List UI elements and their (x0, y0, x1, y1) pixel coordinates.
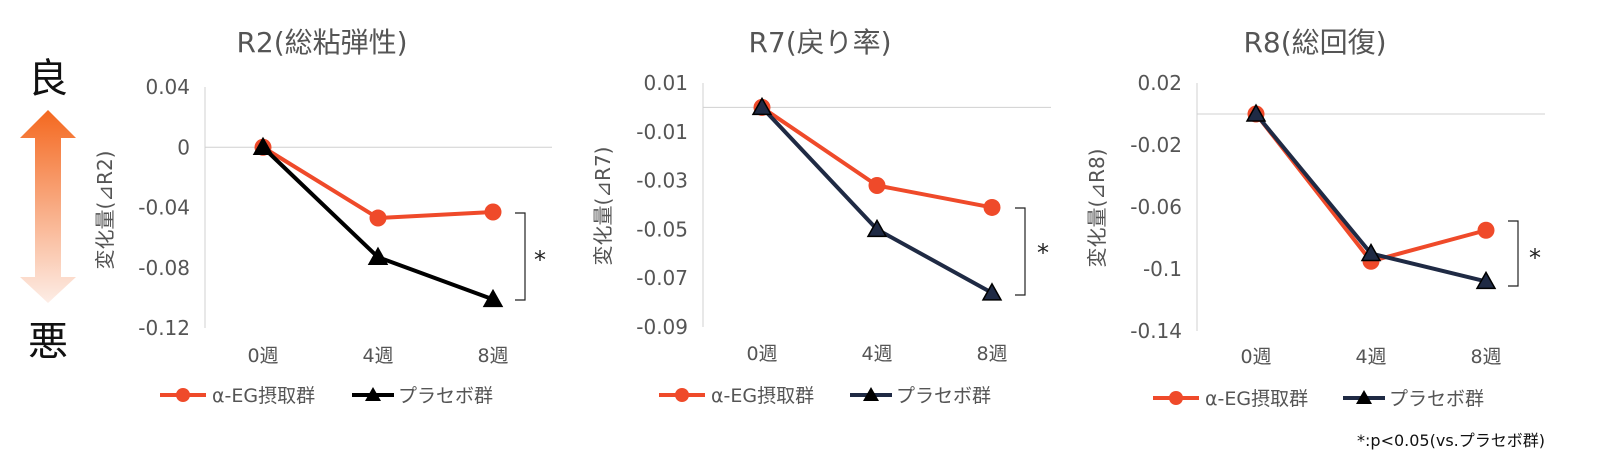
y-tick-label: 0 (177, 135, 190, 159)
legend-placebo-label: プラセボ群 (1389, 388, 1484, 410)
y-tick-label: -0.06 (1130, 195, 1182, 219)
x-tick-label: 0週 (1240, 346, 1271, 368)
y-tick-label: -0.12 (138, 316, 190, 340)
placebo-point (482, 288, 504, 308)
legend-alpha-marker (1169, 391, 1183, 405)
significance-bracket (1015, 207, 1026, 296)
placebo-point (1360, 242, 1382, 262)
y-tick-label: -0.02 (1130, 133, 1182, 157)
y-tick-label: 0.01 (643, 71, 688, 95)
y-tick-label: -0.03 (636, 169, 688, 193)
alpha-point (983, 198, 1001, 216)
legend-placebo-marker (365, 387, 381, 401)
y-tick-label: 0.04 (145, 75, 190, 99)
y-tick-label: -0.07 (636, 266, 688, 290)
y-axis-label: 変化量(⊿R8) (1085, 149, 1109, 268)
significance-star: * (1529, 244, 1541, 272)
chart-2: R7(戻り率) 0.01 -0.01 -0.03 -0.05 -0.07 -0.09 変化量(… (591, 26, 1051, 407)
alpha-series-line (1254, 112, 1487, 264)
placebo-point (751, 96, 773, 116)
chart-title: R8(総回復) (1243, 26, 1386, 59)
placebo-point (367, 246, 389, 265)
y-tick-label: -0.08 (138, 256, 190, 280)
placebo-point (252, 136, 274, 155)
bad-label: 悪 (28, 319, 68, 365)
significance-bracket (515, 212, 526, 301)
legend-placebo-label: プラセボ群 (896, 385, 991, 407)
significance-bracket (1508, 220, 1519, 287)
good-bad-arrow (20, 110, 76, 303)
x-tick-label: 8週 (976, 343, 1007, 365)
placebo-point (1245, 103, 1267, 122)
significance-star: * (1037, 239, 1049, 267)
significance-star: * (534, 246, 546, 274)
legend-alpha-marker (675, 388, 689, 402)
alpha-point (369, 209, 387, 227)
x-tick-label: 8週 (1470, 346, 1501, 368)
legend-placebo-marker (863, 387, 879, 401)
alpha-point (1477, 221, 1495, 239)
x-tick-label: 0週 (746, 343, 777, 365)
placebo-point (1475, 270, 1497, 290)
placebo-point (866, 218, 888, 238)
y-tick-label: -0.01 (636, 120, 688, 144)
good-label: 良 (28, 56, 68, 102)
y-tick-label: -0.14 (1130, 319, 1182, 343)
chart-title: R2(総粘弾性) (236, 26, 407, 59)
y-tick-label: -0.05 (636, 217, 688, 241)
alpha-point (484, 203, 502, 221)
legend-placebo-marker (1356, 390, 1372, 404)
legend-alpha-label: α-EG摂取群 (212, 385, 315, 407)
x-tick-label: 8週 (477, 345, 508, 367)
x-tick-label: 4週 (861, 343, 892, 365)
legend-alpha-label: α-EG摂取群 (1205, 388, 1308, 410)
y-tick-label: -0.09 (636, 315, 688, 339)
y-tick-label: 0.02 (1137, 71, 1182, 95)
y-axis-label: 変化量(⊿R2) (93, 151, 117, 270)
legend-alpha-label: α-EG摂取群 (711, 385, 814, 407)
y-tick-label: -0.1 (1143, 257, 1182, 281)
footnote: *:p<0.05(vs.プラセボ群) (1357, 431, 1545, 450)
x-tick-label: 4週 (362, 345, 393, 367)
chart-title: R7(戻り率) (748, 26, 891, 59)
placebo-point (981, 282, 1003, 301)
x-tick-label: 0週 (247, 345, 278, 367)
chart-1: R2(総粘弾性) 0.04 0 -0.04 -0.08 -0.12 変化量(⊿R2) 0週 4週… (93, 26, 552, 407)
charts-group: R2(総粘弾性) 0.04 0 -0.04 -0.08 -0.12 変化量(⊿R2) 0週 4週… (93, 26, 1545, 410)
alpha-point (868, 176, 886, 194)
legend-placebo-label: プラセボ群 (398, 385, 493, 407)
chart-3: R8(総回復) 0.02 -0.02 -0.06 -0.1 -0.14 変化量(⊿R8) 0週… (1085, 26, 1545, 410)
y-axis-label: 変化量(⊿R7) (591, 147, 615, 266)
legend-alpha-marker (176, 388, 190, 402)
x-tick-label: 4週 (1355, 346, 1386, 368)
y-tick-label: -0.04 (138, 196, 190, 220)
